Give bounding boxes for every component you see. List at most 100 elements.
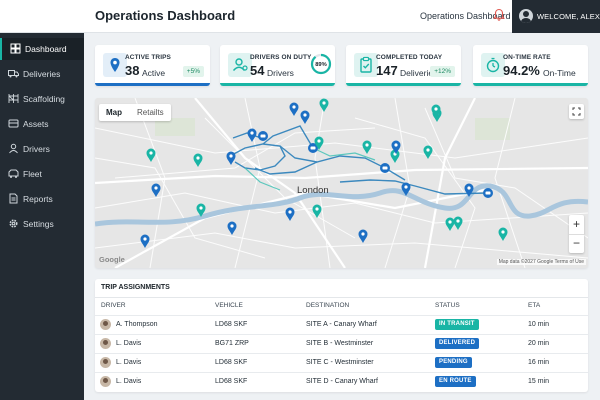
destination: SITE B - Westminster: [306, 340, 374, 347]
zoom-out-button[interactable]: −: [569, 234, 584, 252]
map-pin[interactable]: [146, 148, 156, 163]
vehicle-plate: LD68 SKF: [215, 359, 248, 366]
status-badge: IN TRANSIT: [435, 319, 479, 330]
column-header-status[interactable]: STATUS: [435, 302, 460, 309]
map-pin[interactable]: [431, 104, 441, 119]
sidebar-item-assets[interactable]: Assets: [0, 113, 84, 135]
vehicle-markers[interactable]: [258, 131, 493, 198]
bell-icon[interactable]: [493, 8, 505, 22]
vehicle-plate: BG71 ZRP: [215, 340, 249, 347]
map-pin[interactable]: [151, 183, 161, 198]
tab-map[interactable]: Map: [106, 108, 122, 117]
table-row[interactable]: A. Thompson LD68 SKF SITE A - Canary Wha…: [95, 315, 588, 333]
kpi-icon-box: [354, 53, 378, 77]
map-pin[interactable]: [464, 183, 474, 198]
sidebar-item-scaffolding[interactable]: Scaffolding: [0, 88, 84, 110]
sidebar-item-deliveries[interactable]: Deliveries: [0, 63, 84, 85]
sidebar-item-label: Assets: [23, 119, 49, 129]
kpi-accent-bar: [346, 83, 461, 86]
map-pin[interactable]: [453, 216, 463, 231]
kpi-icon-box: [481, 53, 505, 77]
gear-icon: [9, 219, 18, 228]
kpi-card-drivers-on-duty: DRIVERS ON DUTY 54 Drivers 89%: [220, 45, 335, 86]
kpi-value: 147: [376, 63, 398, 78]
asset-icon: [8, 119, 19, 128]
user-menu[interactable]: WELCOME, ALEX: [512, 0, 600, 33]
divider: [95, 297, 588, 298]
map-panel[interactable]: Map Retailts London + − Google Map data …: [95, 98, 588, 268]
driver-icon: [232, 58, 248, 71]
scaffolding-icon: [8, 94, 19, 103]
driver-name: L. Davis: [116, 340, 142, 347]
river: [95, 183, 588, 227]
driver-name: L. Davis: [116, 378, 142, 385]
map-pin[interactable]: [312, 204, 322, 219]
map-pin[interactable]: [300, 110, 310, 125]
map-pin[interactable]: [423, 145, 433, 160]
truck-icon: [8, 70, 19, 78]
kpi-unit: On-Time: [543, 68, 576, 78]
map-pin[interactable]: [498, 227, 508, 242]
map-pin[interactable]: [314, 136, 324, 151]
vehicle-marker[interactable]: [483, 188, 493, 198]
sidebar-item-label: Dashboard: [25, 44, 67, 54]
kpi-card-completed-today: COMPLETED TODAY 147 Deliveries +12%: [346, 45, 461, 86]
zoom-in-button[interactable]: +: [572, 217, 580, 231]
map-pin[interactable]: [247, 128, 257, 143]
map-pin[interactable]: [193, 153, 203, 168]
duty-gauge: 89%: [310, 53, 332, 75]
driver-name: L. Davis: [116, 359, 142, 366]
trip-assignments-panel: TRIP ASSIGNMENTS DRIVER VEHICLE DESTINAT…: [95, 279, 588, 392]
top-bar: Operations Dashboard Operations Dashboar…: [0, 0, 600, 33]
kpi-title: ON-TIME RATE: [503, 54, 551, 61]
map-pin[interactable]: [196, 203, 206, 218]
map-pin[interactable]: [401, 182, 411, 197]
map-pin[interactable]: [285, 207, 295, 222]
column-header-vehicle[interactable]: VEHICLE: [215, 302, 243, 309]
map-pin[interactable]: [227, 221, 237, 236]
map-pin[interactable]: [445, 217, 455, 232]
table-row[interactable]: L. Davis LD68 SKF SITE C - Westminster P…: [95, 353, 588, 371]
table-row[interactable]: L. Davis LD68 SKF SITE D - Canary Wharf …: [95, 372, 588, 390]
sidebar-item-label: Fleet: [23, 169, 42, 179]
vehicle-marker[interactable]: [308, 143, 318, 153]
destination: SITE A - Canary Wharf: [306, 321, 377, 328]
tab-retailts[interactable]: Retailts: [137, 108, 164, 117]
sidebar-item-drivers[interactable]: Drivers: [0, 138, 84, 160]
table-row[interactable]: L. Davis BG71 ZRP SITE B - Westminster D…: [95, 334, 588, 352]
vehicle-plate: LD68 SKF: [215, 321, 248, 328]
map-pin[interactable]: [391, 140, 401, 155]
sidebar-item-label: Reports: [23, 194, 53, 204]
sidebar-item-reports[interactable]: Reports: [0, 188, 84, 210]
column-header-driver[interactable]: DRIVER: [101, 302, 126, 309]
destination: SITE D - Canary Wharf: [306, 378, 378, 385]
breadcrumb[interactable]: Operations Dashboard: [420, 11, 511, 21]
kpi-delta-badge: +5%: [182, 66, 204, 77]
column-header-eta[interactable]: ETA: [528, 302, 541, 309]
map-view-tabs: Map Retailts: [99, 104, 171, 121]
vehicle-marker[interactable]: [258, 131, 268, 141]
map-pin[interactable]: [358, 229, 368, 244]
map-pin[interactable]: [226, 151, 236, 166]
sidebar-item-settings[interactable]: Settings: [0, 213, 84, 235]
kpi-value: 54: [250, 63, 265, 78]
kpi-icon-box: [228, 53, 252, 77]
location-pins[interactable]: [140, 98, 508, 249]
map-pin[interactable]: [319, 98, 329, 113]
map-pin[interactable]: [289, 102, 299, 117]
clipboard-check-icon: [360, 56, 372, 73]
eta: 16 min: [528, 359, 550, 366]
map-pin[interactable]: [362, 140, 372, 155]
fullscreen-button[interactable]: [569, 104, 584, 119]
sidebar-item-dashboard[interactable]: Dashboard: [0, 38, 84, 60]
column-header-destination[interactable]: DESTINATION: [306, 302, 350, 309]
map-canvas[interactable]: [95, 98, 588, 268]
sidebar-item-fleet[interactable]: Fleet: [0, 163, 84, 185]
sidebar-item-label: Deliveries: [23, 69, 61, 79]
map-pin[interactable]: [140, 234, 150, 249]
map-pin-icon: [110, 58, 120, 72]
vehicle-marker[interactable]: [380, 163, 390, 173]
sidebar-item-label: Drivers: [23, 144, 50, 154]
map-attribution[interactable]: Map data ©2027 Google Terms of Use: [496, 259, 586, 265]
kpi-card-on-time-rate: ON-TIME RATE 94.2% On-Time: [473, 45, 588, 86]
